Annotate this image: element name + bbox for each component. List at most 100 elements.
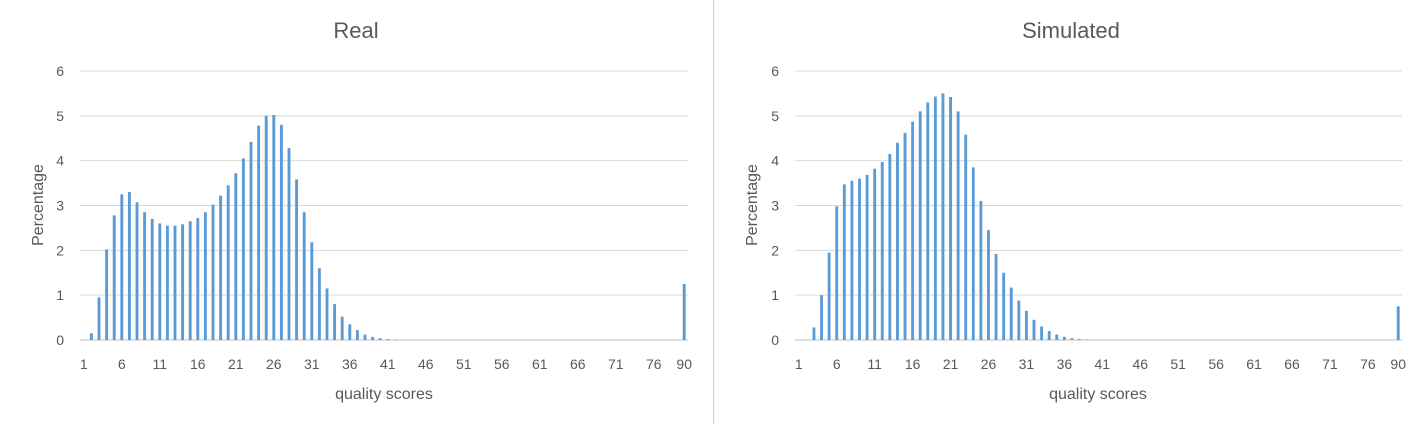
y-tick-label: 5 (56, 108, 64, 124)
x-tick-label: 11 (153, 356, 168, 372)
bar (265, 116, 268, 340)
bar (919, 111, 922, 340)
bar (295, 179, 298, 340)
bar (942, 93, 945, 340)
bar (1017, 301, 1020, 340)
x-tick-label: 61 (1246, 356, 1262, 372)
bar (866, 175, 869, 340)
y-tick-label: 2 (771, 242, 779, 258)
bar (250, 142, 253, 340)
bar (1033, 320, 1036, 340)
y-tick-label: 1 (56, 287, 64, 303)
bar (1025, 311, 1028, 340)
chart-simulated: Simulated Percentage quality scores 0 1 2 3… (716, 0, 1416, 424)
bar (212, 205, 215, 340)
x-tick-label: 90 (676, 356, 692, 372)
bar (1397, 306, 1400, 340)
y-tick-label: 6 (771, 63, 779, 79)
x-axis-label: quality scores (1049, 386, 1147, 403)
bar (371, 337, 374, 340)
x-tick-label: 76 (1360, 356, 1376, 372)
x-tick-label: 51 (1170, 356, 1186, 372)
bar (318, 268, 321, 340)
bar (1055, 335, 1058, 340)
bar (234, 173, 237, 340)
y-tick-label: 4 (56, 153, 64, 169)
bar (835, 206, 838, 340)
bar (303, 212, 306, 340)
bar (98, 297, 101, 340)
bar (911, 122, 914, 340)
x-tick-label: 61 (532, 356, 548, 372)
bar (242, 158, 245, 340)
x-axis-label: quality scores (335, 386, 433, 403)
bar (881, 162, 884, 340)
bar (820, 295, 823, 340)
bar (151, 219, 154, 340)
bar (1040, 327, 1043, 340)
bar (1078, 339, 1081, 340)
y-tick-label: 4 (771, 153, 779, 169)
x-tick-label: 90 (1390, 356, 1406, 372)
bar (166, 226, 169, 340)
chart-panel-simulated: Simulated Percentage quality scores 0 1 2 3… (716, 0, 1416, 424)
x-tick-label: 16 (905, 356, 921, 372)
x-tick-label: 11 (867, 356, 882, 372)
bar (926, 102, 929, 340)
bar (128, 192, 131, 340)
bar (204, 212, 207, 340)
bar (1002, 273, 1005, 340)
bar (888, 154, 891, 340)
x-tick-label: 41 (380, 356, 396, 372)
bar (310, 242, 313, 340)
bar (972, 167, 975, 340)
x-tick-label: 1 (80, 356, 88, 372)
bar (143, 212, 146, 340)
x-tick-label: 66 (570, 356, 586, 372)
bar (873, 169, 876, 340)
bar (181, 224, 184, 340)
x-tick-label: 76 (646, 356, 662, 372)
bar (158, 223, 161, 340)
bar (964, 135, 967, 340)
chart-title: Simulated (1022, 18, 1120, 43)
bar (858, 179, 861, 340)
bar (949, 97, 952, 340)
bar (272, 115, 275, 340)
chart-title: Real (333, 18, 378, 43)
bar (1063, 337, 1066, 340)
x-tick-label: 6 (118, 356, 126, 372)
x-tick-label: 71 (1322, 356, 1338, 372)
bar (257, 126, 260, 340)
y-axis-label: Percentage (744, 164, 761, 246)
x-tick-label: 21 (228, 356, 244, 372)
bar (995, 254, 998, 340)
x-tick-label: 56 (494, 356, 510, 372)
x-tick-label: 6 (833, 356, 841, 372)
x-tick-label: 21 (943, 356, 959, 372)
bar (828, 253, 831, 340)
x-tick-label: 56 (1208, 356, 1224, 372)
x-tick-label: 31 (1019, 356, 1035, 372)
y-tick-label: 3 (771, 198, 779, 214)
y-tick-label: 1 (771, 287, 779, 303)
y-tick-label: 0 (771, 332, 779, 348)
x-tick-label: 36 (342, 356, 358, 372)
bar (379, 338, 382, 340)
x-tick-label: 41 (1095, 356, 1111, 372)
y-axis-label: Percentage (30, 164, 47, 246)
bar (957, 111, 960, 340)
bar (189, 221, 192, 340)
bar (120, 194, 123, 340)
bar (105, 249, 108, 340)
bar (90, 333, 93, 340)
x-tick-label: 16 (190, 356, 206, 372)
y-tick-label: 2 (56, 242, 64, 258)
bar (1010, 288, 1013, 340)
y-tick-label: 5 (771, 108, 779, 124)
x-tick-label: 51 (456, 356, 472, 372)
bar (196, 218, 199, 340)
x-tick-label: 26 (981, 356, 997, 372)
bar (174, 226, 177, 340)
